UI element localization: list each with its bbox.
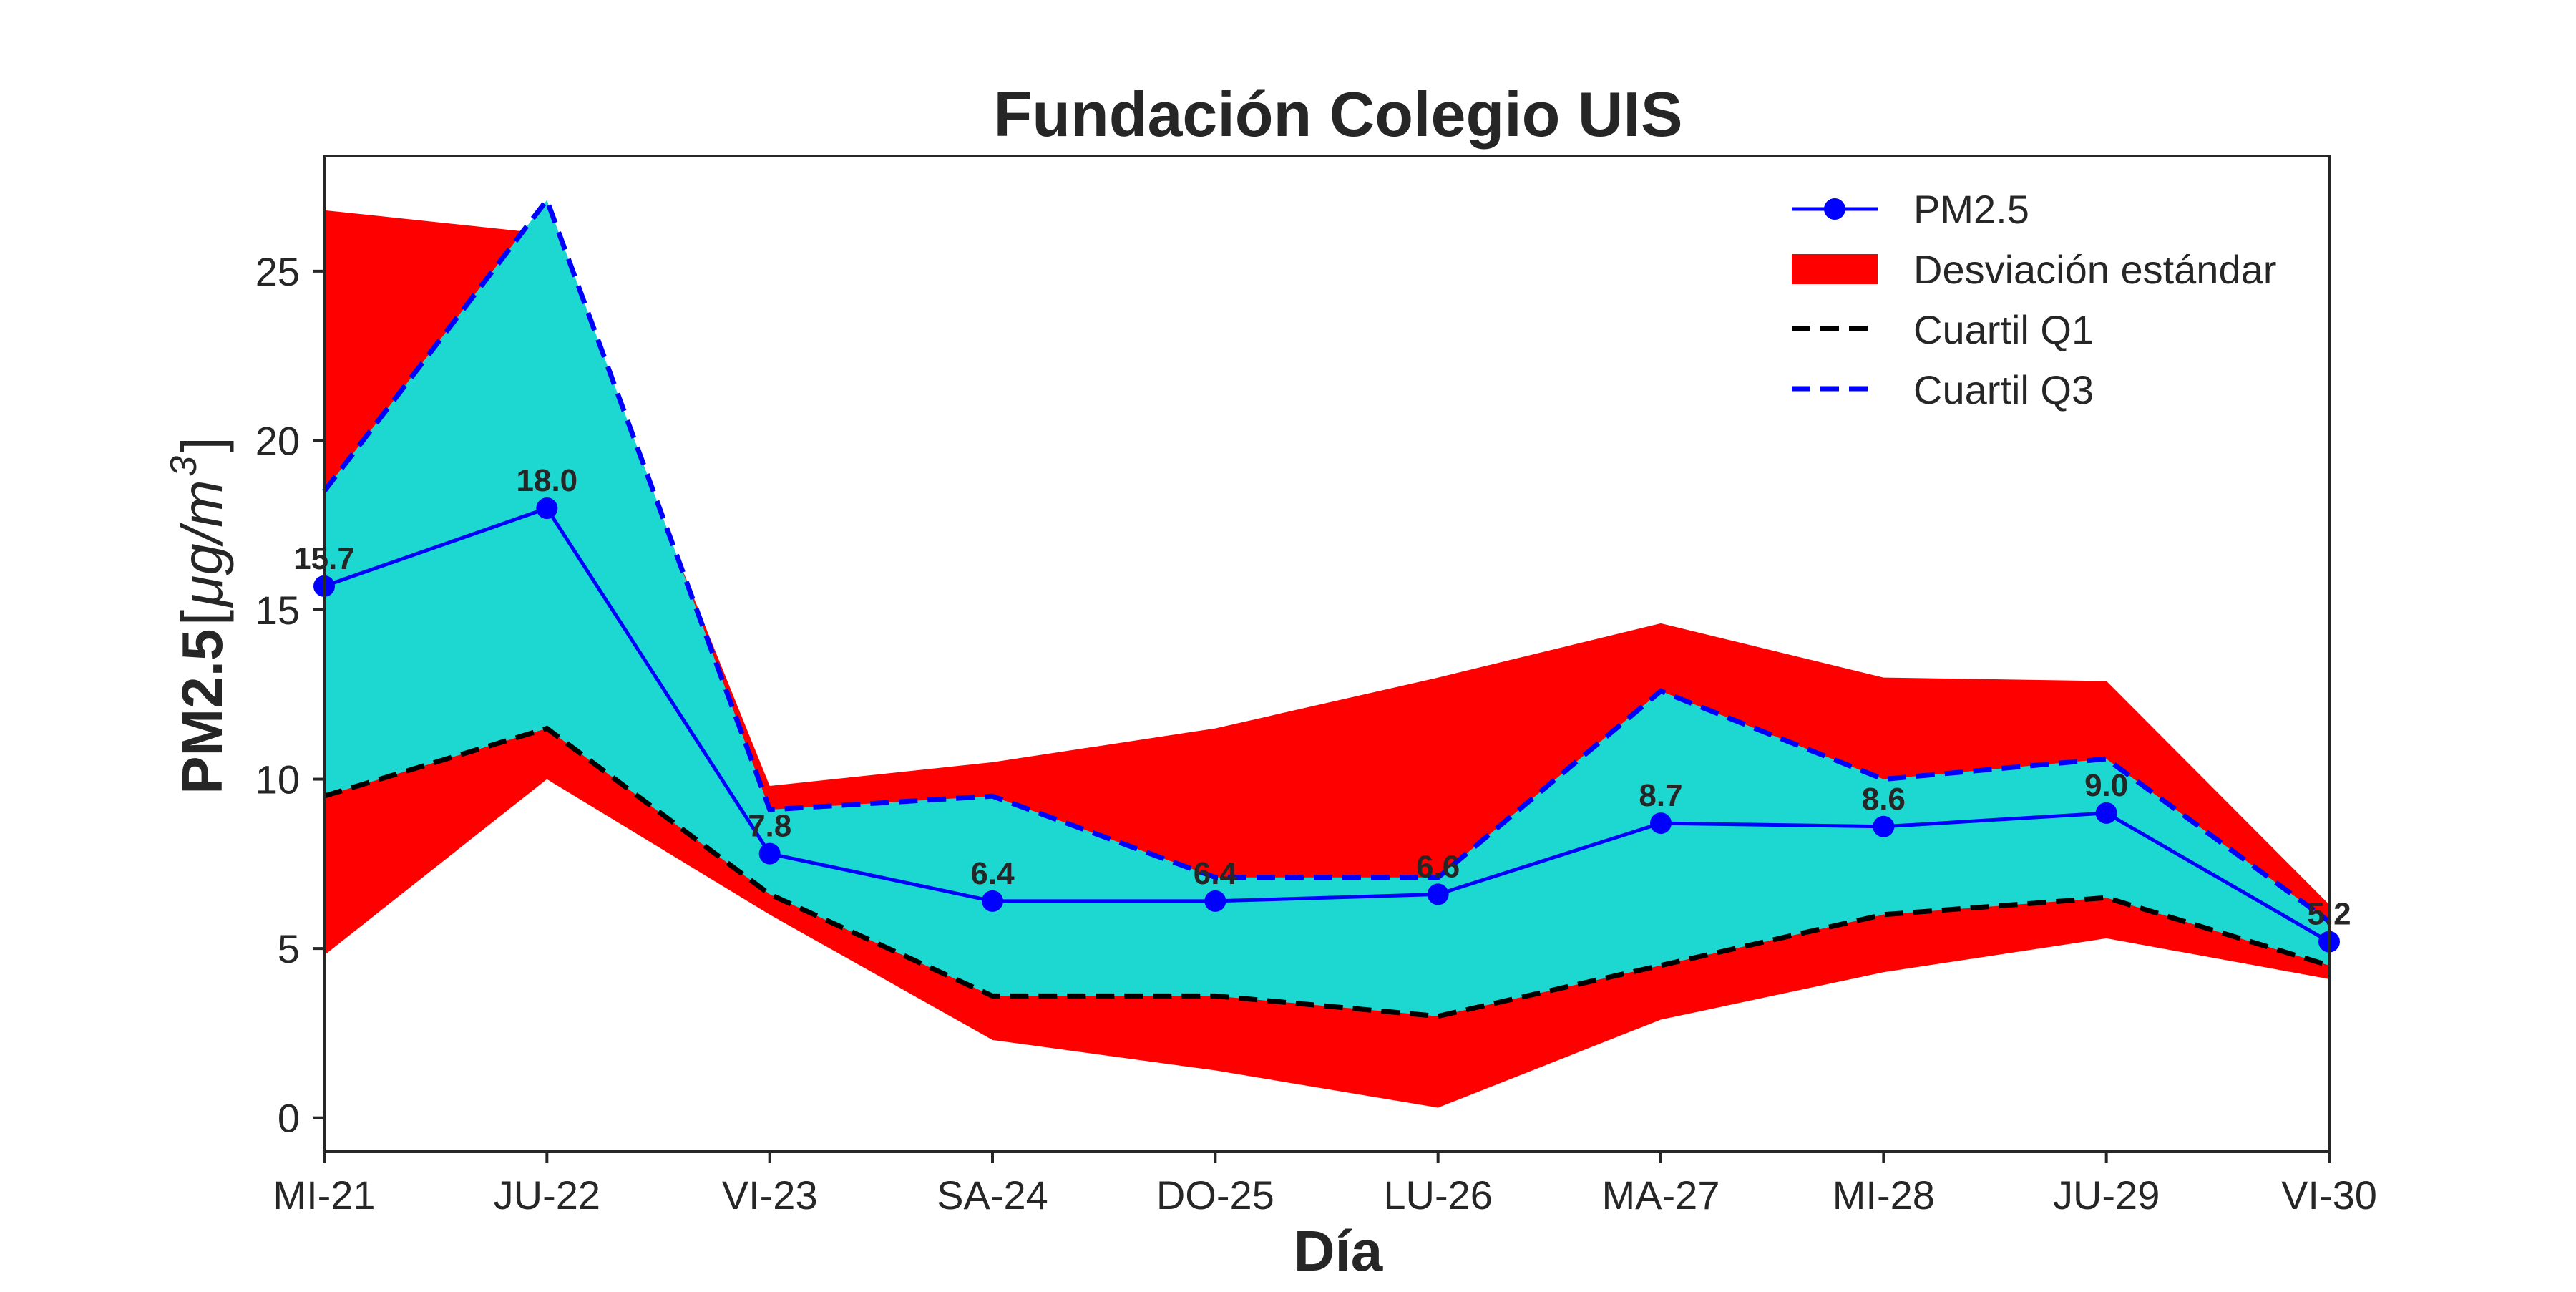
pm25-line xyxy=(323,506,2331,943)
x-tick-label-DO-25: DO-25 xyxy=(1156,1172,1274,1218)
chart-points xyxy=(313,497,2340,953)
legend: PM2.5 Desviación estándar Cuartil Q1 Cua… xyxy=(1792,187,2276,412)
q3-line xyxy=(322,195,2331,924)
chart-areas xyxy=(324,200,2329,1108)
x-tick-label-JU-29: JU-29 xyxy=(2053,1172,2160,1218)
pm25-data-label-DO-25: 6.4 xyxy=(1194,856,1238,891)
y-axis-label-exponent: 3 xyxy=(163,456,205,477)
legend-label-std: Desviación estándar xyxy=(1913,247,2276,292)
pm25-data-label-JU-22: 18.0 xyxy=(517,463,578,498)
x-tick-label-LU-26: LU-26 xyxy=(1383,1172,1493,1218)
pm25-data-label-MA-27: 8.7 xyxy=(1639,778,1682,813)
legend-label-pm25: PM2.5 xyxy=(1913,187,2029,232)
y-tick-label-20: 20 xyxy=(255,418,300,463)
legend-item-q3: Cuartil Q3 xyxy=(1792,367,2094,412)
y-axis-label-main: PM2.5 xyxy=(170,629,234,795)
x-tick-label-VI-23: VI-23 xyxy=(722,1172,818,1218)
y-tick-label-10: 10 xyxy=(255,757,300,802)
pm25-data-label-JU-29: 9.0 xyxy=(2084,768,2128,803)
legend-item-std: Desviación estándar xyxy=(1792,247,2276,292)
pm25-point-JU-22 xyxy=(536,497,558,520)
pm25-data-label-VI-23: 7.8 xyxy=(748,809,791,844)
x-axis-label: Día xyxy=(1294,1219,1383,1283)
x-tick-label-SA-24: SA-24 xyxy=(937,1172,1048,1218)
legend-item-pm25: PM2.5 xyxy=(1792,187,2029,232)
interquartile-band xyxy=(324,200,2329,1016)
y-axis-label-open-bracket: [ xyxy=(170,610,234,626)
pm25-point-VI-23 xyxy=(758,842,781,865)
y-axis-label-close-bracket: ] xyxy=(170,437,234,452)
x-tick-label-JU-22: JU-22 xyxy=(494,1172,600,1218)
plot-frame xyxy=(323,155,2331,1153)
x-tick-label-MA-27: MA-27 xyxy=(1602,1172,1720,1218)
q1-line xyxy=(323,725,2331,1019)
pm25-point-DO-25 xyxy=(1204,890,1226,912)
pm25-point-SA-24 xyxy=(982,890,1003,912)
legend-swatch-std xyxy=(1792,254,1878,284)
y-tick-label-5: 5 xyxy=(278,926,300,971)
x-tick-label-MI-21: MI-21 xyxy=(273,1172,375,1218)
svg-text:PM2.5 [ μg/m: PM2.5 [ μg/m 3 ] xyxy=(163,437,234,795)
y-tick-label-0: 0 xyxy=(278,1096,300,1141)
x-tick-label-VI-30: VI-30 xyxy=(2281,1172,2377,1218)
y-axis-label: PM2.5 [ μg/m 3 ] xyxy=(163,437,234,795)
pm25-data-label-LU-26: 6.6 xyxy=(1416,849,1460,884)
pm25-point-JU-29 xyxy=(2095,802,2117,824)
legend-swatch-pm25-marker xyxy=(1824,198,1845,220)
pm25-point-MI-28 xyxy=(1873,815,1895,837)
legend-label-q1: Cuartil Q1 xyxy=(1913,307,2094,352)
y-axis-ticks: 0 5 10 15 20 25 xyxy=(255,249,324,1141)
x-axis-ticks: MI-21 JU-22 VI-23 SA-24 DO-25 LU-26 MA-27 MI-28… xyxy=(273,1152,2377,1218)
pm25-data-label-SA-24: 6.4 xyxy=(970,856,1015,891)
x-tick-label-MI-28: MI-28 xyxy=(1833,1172,1935,1218)
y-axis-label-unit: μg/m xyxy=(170,480,234,608)
chart-lines xyxy=(322,195,2331,1019)
pm25-data-label-MI-28: 8.6 xyxy=(1862,782,1906,817)
legend-item-q1: Cuartil Q1 xyxy=(1792,307,2094,352)
legend-label-q3: Cuartil Q3 xyxy=(1913,367,2094,412)
y-tick-label-15: 15 xyxy=(255,588,300,633)
pm25-point-MA-27 xyxy=(1650,812,1672,835)
pm25-point-LU-26 xyxy=(1427,883,1449,905)
y-tick-label-25: 25 xyxy=(255,249,300,294)
chart-title: Fundación Colegio UIS xyxy=(993,79,1682,150)
